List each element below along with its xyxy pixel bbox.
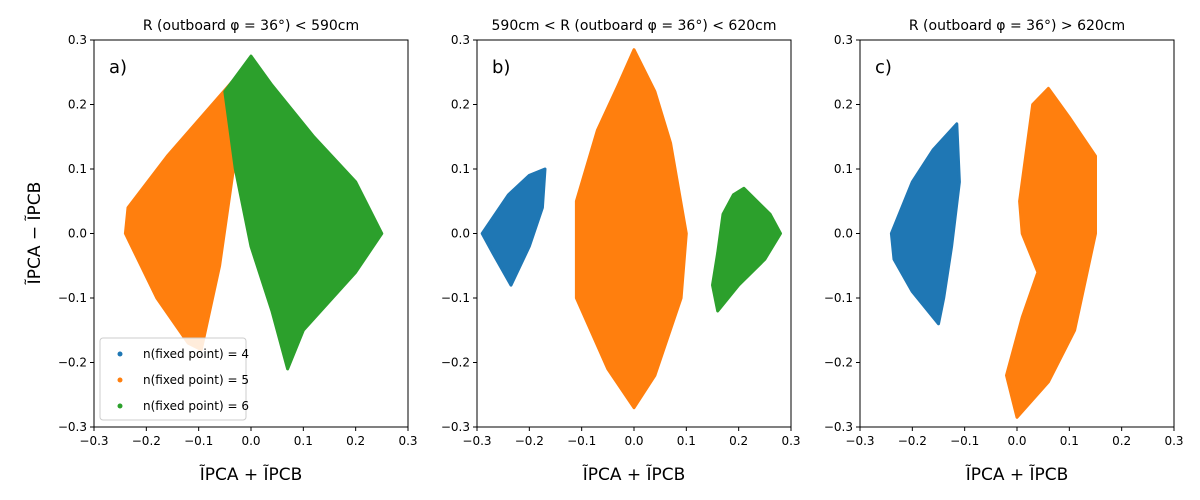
panel-c-xlabel: ĨPCA + ĨPCB <box>965 463 1069 485</box>
x-tick-label: 0.0 <box>1007 434 1026 448</box>
x-tick-label: −0.1 <box>950 434 979 448</box>
x-tick-label: −0.1 <box>567 434 596 448</box>
panel-a-xlabel: ĨPCA + ĨPCB <box>199 463 303 485</box>
panel-a-tag: a) <box>109 57 127 78</box>
y-tick-label: 0.0 <box>834 227 853 241</box>
panel-c-title: R (outboard φ = 36°) > 620cm <box>909 18 1125 34</box>
panel-c-ticks: −0.3 −0.2 −0.1 0.0 0.1 0.2 0.3 −0.3 −0.2 −0.1 0.0 0… <box>824 33 1184 448</box>
x-tick-label: 0.3 <box>1164 434 1183 448</box>
y-tick-label: 0.1 <box>68 162 87 176</box>
panel-c-tag: c) <box>875 57 892 78</box>
x-tick-label: 0.1 <box>1060 434 1079 448</box>
y-tick-label: −0.2 <box>58 356 87 370</box>
series-n-fixed-point-6 <box>711 186 782 313</box>
legend-label: n(fixed point) = 5 <box>143 373 249 387</box>
panel-a: −0.3 −0.2 −0.1 0.0 0.1 0.2 0.3 −0.3 −0.2 −0.1 0.0 0… <box>23 18 418 485</box>
legend-label: n(fixed point) = 4 <box>143 347 249 361</box>
x-tick-label: 0.2 <box>346 434 365 448</box>
legend-box <box>99 337 247 421</box>
x-tick-label: −0.2 <box>132 434 161 448</box>
y-tick-label: 0.3 <box>451 33 470 47</box>
x-tick-label: −0.1 <box>184 434 213 448</box>
panel-a-series <box>123 54 384 371</box>
panel-b-title: 590cm < R (outboard φ = 36°) < 620cm <box>492 18 777 34</box>
panel-b: −0.3 −0.2 −0.1 0.0 0.1 0.2 0.3 −0.3 −0.2 −0.1 0.0 0… <box>441 18 801 485</box>
x-tick-label: 0.3 <box>781 434 800 448</box>
series-n-fixed-point-4 <box>480 167 547 287</box>
y-tick-label: −0.1 <box>441 291 470 305</box>
panel-c-series <box>889 86 1097 419</box>
panel-b-series <box>480 48 782 410</box>
legend-marker <box>117 351 123 357</box>
panel-a-ylabel: ĨPCA − ĨPCB <box>23 182 45 286</box>
series-n-fixed-point-5 <box>574 48 688 410</box>
x-tick-label: −0.3 <box>845 434 874 448</box>
legend-marker <box>117 377 123 383</box>
series-n-fixed-point-6 <box>223 54 384 371</box>
y-tick-label: 0.1 <box>451 162 470 176</box>
panel-b-tag: b) <box>492 57 510 78</box>
x-tick-label: 0.3 <box>398 434 417 448</box>
x-tick-label: 0.2 <box>1112 434 1131 448</box>
panel-a-legend: n(fixed point) = 4 n(fixed point) = 5 n(fi… <box>99 337 249 421</box>
y-tick-label: −0.1 <box>824 291 853 305</box>
x-tick-label: 0.0 <box>624 434 643 448</box>
y-tick-label: 0.3 <box>834 33 853 47</box>
y-tick-label: 0.0 <box>451 227 470 241</box>
legend-marker <box>117 403 123 409</box>
y-tick-label: −0.2 <box>824 356 853 370</box>
y-tick-label: −0.3 <box>58 420 87 434</box>
y-tick-label: −0.1 <box>58 291 87 305</box>
x-tick-label: 0.1 <box>677 434 696 448</box>
y-tick-label: 0.3 <box>68 33 87 47</box>
legend-label: n(fixed point) = 6 <box>143 399 249 413</box>
x-tick-label: −0.3 <box>462 434 491 448</box>
x-tick-label: −0.2 <box>515 434 544 448</box>
series-n-fixed-point-5 <box>1005 86 1097 419</box>
panel-a-ticks: −0.3 −0.2 −0.1 0.0 0.1 0.2 0.3 −0.3 −0.2 −0.1 0.0 0… <box>58 33 418 448</box>
y-tick-label: −0.3 <box>824 420 853 434</box>
y-tick-label: 0.2 <box>451 98 470 112</box>
x-tick-label: 0.1 <box>294 434 313 448</box>
y-tick-label: 0.2 <box>834 98 853 112</box>
y-tick-label: −0.2 <box>441 356 470 370</box>
y-tick-label: 0.2 <box>68 98 87 112</box>
x-tick-label: 0.0 <box>241 434 260 448</box>
y-tick-label: 0.1 <box>834 162 853 176</box>
y-tick-label: 0.0 <box>68 227 87 241</box>
x-tick-label: 0.2 <box>729 434 748 448</box>
x-tick-label: −0.3 <box>79 434 108 448</box>
y-tick-label: −0.3 <box>441 420 470 434</box>
panel-c: −0.3 −0.2 −0.1 0.0 0.1 0.2 0.3 −0.3 −0.2 −0.1 0.0 0… <box>824 18 1184 485</box>
panel-b-xlabel: ĨPCA + ĨPCB <box>582 463 686 485</box>
panel-b-ticks: −0.3 −0.2 −0.1 0.0 0.1 0.2 0.3 −0.3 −0.2 −0.1 0.0 0… <box>441 33 801 448</box>
panel-a-title: R (outboard φ = 36°) < 590cm <box>143 18 359 34</box>
series-n-fixed-point-5 <box>123 70 242 352</box>
x-tick-label: −0.2 <box>898 434 927 448</box>
series-n-fixed-point-4 <box>889 122 961 326</box>
